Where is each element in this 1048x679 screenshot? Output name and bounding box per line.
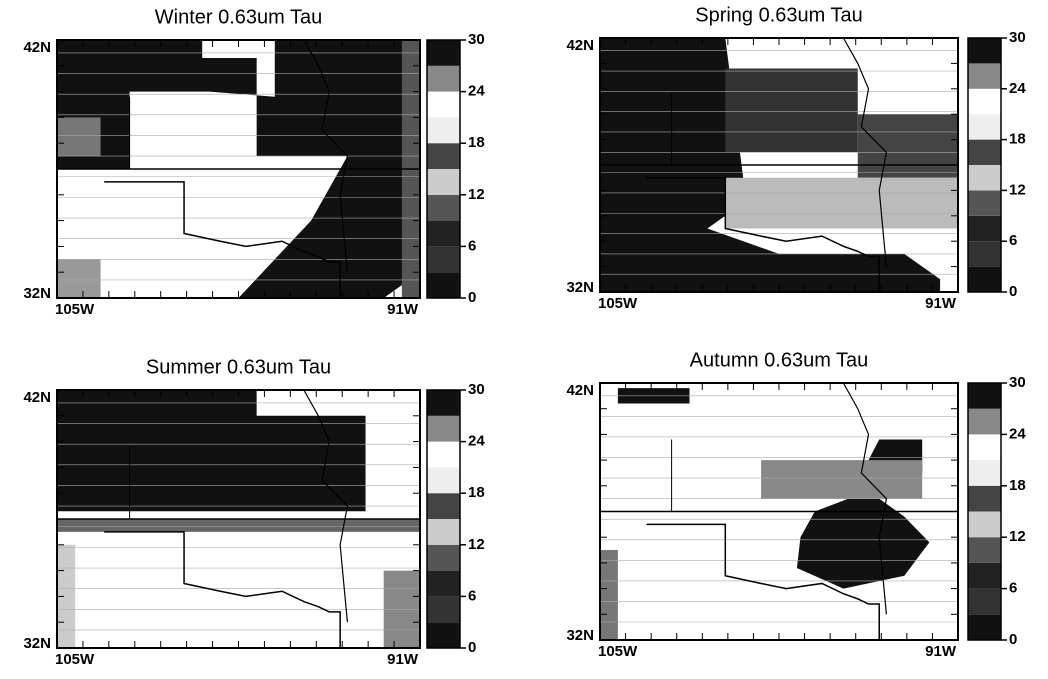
colorbar-tick-label: 24 xyxy=(468,83,485,100)
colorbar-band xyxy=(427,519,460,545)
colorbar-tick-label: 18 xyxy=(468,484,485,501)
colorbar-tick-label: 12 xyxy=(1009,528,1026,545)
colorbar-band xyxy=(968,537,1001,563)
colorbar-band xyxy=(427,571,460,597)
colorbar-band xyxy=(968,89,1001,114)
colorbar-band xyxy=(427,221,460,247)
colorbar-band xyxy=(968,38,1001,63)
colorbar-band xyxy=(968,486,1001,512)
colorbar-band xyxy=(427,40,460,66)
colorbar-band xyxy=(427,467,460,493)
lon-label: 91W xyxy=(925,643,957,660)
colorbar-band xyxy=(968,512,1001,538)
colorbar-band xyxy=(968,140,1001,165)
lon-label: 91W xyxy=(925,295,957,312)
colorbar-tick-label: 0 xyxy=(468,639,476,656)
cloud-region xyxy=(600,550,618,640)
panel-title: Spring 0.63um Tau xyxy=(695,4,863,26)
lat-label: 32N xyxy=(566,627,594,644)
cloud-region xyxy=(725,178,958,229)
colorbar-tick-label: 24 xyxy=(1009,80,1026,97)
colorbar-band xyxy=(427,545,460,571)
colorbar-band xyxy=(427,66,460,92)
colorbar-band xyxy=(968,241,1001,266)
colorbar-band xyxy=(427,92,460,118)
panel-title: Summer 0.63um Tau xyxy=(146,356,331,378)
lat-label: 32N xyxy=(23,635,51,652)
lon-label: 91W xyxy=(387,651,419,668)
colorbar-tick-label: 0 xyxy=(1009,631,1017,648)
colorbar-tick-label: 24 xyxy=(1009,425,1026,442)
colorbar-band xyxy=(968,409,1001,435)
colorbar-tick-label: 6 xyxy=(468,587,476,604)
lat-label: 32N xyxy=(566,279,594,296)
cloud-region xyxy=(858,114,958,178)
lat-label: 42N xyxy=(23,39,51,56)
lat-label: 32N xyxy=(23,285,51,302)
colorbar-tick-label: 18 xyxy=(1009,131,1026,148)
colorbar-band xyxy=(427,390,460,416)
colorbar-tick-label: 12 xyxy=(468,186,485,203)
colorbar-band xyxy=(968,460,1001,486)
colorbar-tick-label: 12 xyxy=(1009,181,1026,198)
panel-title: Autumn 0.63um Tau xyxy=(690,349,869,371)
colorbar-tick-label: 24 xyxy=(468,433,485,450)
colorbar-tick-label: 6 xyxy=(1009,232,1017,249)
cloud-region xyxy=(57,259,101,298)
figure: Winter 0.63um Tau42N32N105W91W0612182430… xyxy=(0,0,1048,679)
colorbar-band xyxy=(968,216,1001,241)
colorbar-band xyxy=(968,190,1001,215)
colorbar-band xyxy=(427,442,460,468)
colorbar-tick-label: 6 xyxy=(1009,580,1017,597)
lat-label: 42N xyxy=(566,382,594,399)
colorbar-tick-label: 18 xyxy=(1009,477,1026,494)
colorbar-band xyxy=(968,267,1001,292)
colorbar-band xyxy=(427,195,460,221)
lat-label: 42N xyxy=(566,37,594,54)
lon-label: 105W xyxy=(598,643,638,660)
colorbar-tick-label: 30 xyxy=(468,31,485,48)
colorbar-band xyxy=(427,246,460,272)
colorbar-band xyxy=(968,383,1001,409)
colorbar-band xyxy=(968,63,1001,88)
lon-label: 91W xyxy=(387,301,419,318)
colorbar-tick-label: 30 xyxy=(1009,29,1026,46)
panel-title: Winter 0.63um Tau xyxy=(155,6,323,28)
colorbar-band xyxy=(427,493,460,519)
colorbar-band xyxy=(427,143,460,169)
colorbar-band xyxy=(427,416,460,442)
colorbar-band xyxy=(968,563,1001,589)
lon-label: 105W xyxy=(598,295,638,312)
colorbar-band xyxy=(427,622,460,648)
colorbar-band xyxy=(968,614,1001,640)
colorbar-tick-label: 6 xyxy=(468,237,476,254)
lon-label: 105W xyxy=(55,301,95,318)
cloud-region xyxy=(57,117,101,156)
cloud-region xyxy=(57,519,420,532)
colorbar-band xyxy=(968,165,1001,190)
colorbar-band xyxy=(968,114,1001,139)
colorbar-band xyxy=(427,117,460,143)
colorbar-tick-label: 12 xyxy=(468,536,485,553)
colorbar-band xyxy=(427,169,460,195)
colorbar-band xyxy=(968,589,1001,615)
colorbar-tick-label: 18 xyxy=(468,134,485,151)
colorbar-tick-label: 30 xyxy=(1009,374,1026,391)
colorbar-band xyxy=(427,596,460,622)
colorbar-band xyxy=(427,272,460,298)
lat-label: 42N xyxy=(23,389,51,406)
colorbar-tick-label: 30 xyxy=(468,381,485,398)
lon-label: 105W xyxy=(55,651,95,668)
colorbar-tick-label: 0 xyxy=(468,289,476,306)
cloud-region xyxy=(761,460,922,499)
map-panel: Winter 0.63um Tau 42N 32N105W 91W 0 6 12 18 24 30 xyxy=(23,6,485,318)
colorbar-band xyxy=(968,434,1001,460)
cloud-region xyxy=(725,68,857,152)
colorbar-tick-label: 0 xyxy=(1009,283,1017,300)
map-panel: Autumn 0.63um Tau 42N 32N105W 91W 0 6 12 18 24 30 xyxy=(566,349,1026,660)
